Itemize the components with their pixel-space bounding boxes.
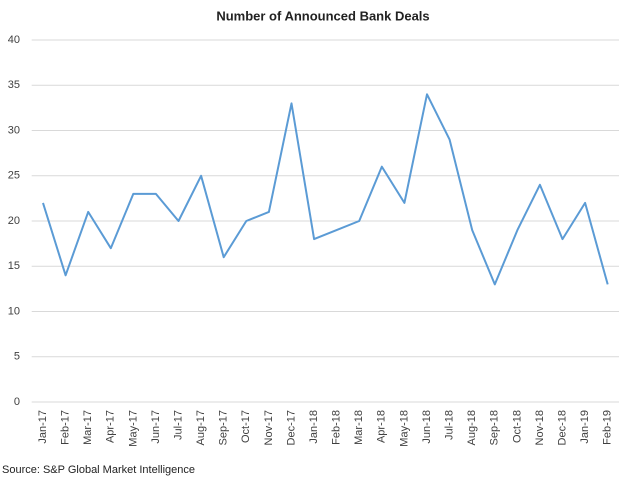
x-tick-label: Jan-19 (579, 410, 591, 444)
x-tick-label: Aug-17 (195, 410, 207, 445)
data-line (42, 93, 609, 286)
x-tick-label: Jun-18 (421, 410, 433, 444)
x-tick-label: Jan-17 (37, 410, 49, 444)
x-tick-label: Feb-19 (602, 410, 614, 445)
y-tick-label: 20 (8, 215, 20, 227)
source-note: Source: S&P Global Market Intelligence (2, 464, 195, 476)
x-tick-label: May-18 (398, 410, 410, 447)
x-tick-label: Oct-18 (511, 410, 523, 443)
x-tick-label: Oct-17 (240, 410, 252, 443)
x-tick-label: Mar-18 (353, 410, 365, 445)
x-tick-label: Jun-17 (150, 410, 162, 444)
y-tick-label: 40 (8, 34, 20, 46)
x-tick-label: Feb-18 (331, 410, 343, 445)
x-tick-label: Dec-17 (285, 410, 297, 445)
x-tick-label: Sep-18 (489, 410, 501, 445)
x-tick-label: Jan-18 (308, 410, 320, 444)
y-tick-label: 5 (14, 351, 20, 363)
y-tick-label: 10 (8, 305, 20, 317)
x-tick-label: Apr-18 (376, 410, 388, 443)
chart-title: Number of Announced Bank Deals (216, 8, 429, 23)
x-tick-label: Apr-17 (105, 410, 117, 443)
x-tick-label: Nov-18 (534, 410, 546, 445)
x-tick-label: Nov-17 (263, 410, 275, 445)
x-tick-label: Jul-17 (172, 410, 184, 440)
x-tick-label: Mar-17 (82, 410, 94, 445)
x-tick-label: Dec-18 (556, 410, 568, 445)
y-tick-label: 0 (14, 396, 20, 408)
x-tick-label: May-17 (127, 410, 139, 447)
y-tick-label: 15 (8, 260, 20, 272)
x-tick-label: Jul-18 (443, 410, 455, 440)
x-tick-label: Sep-17 (218, 410, 230, 445)
x-tick-label: Feb-17 (59, 410, 71, 445)
y-tick-label: 30 (8, 124, 20, 136)
x-tick-label: Aug-18 (466, 410, 478, 445)
y-tick-label: 25 (8, 170, 20, 182)
y-tick-label: 35 (8, 79, 20, 91)
